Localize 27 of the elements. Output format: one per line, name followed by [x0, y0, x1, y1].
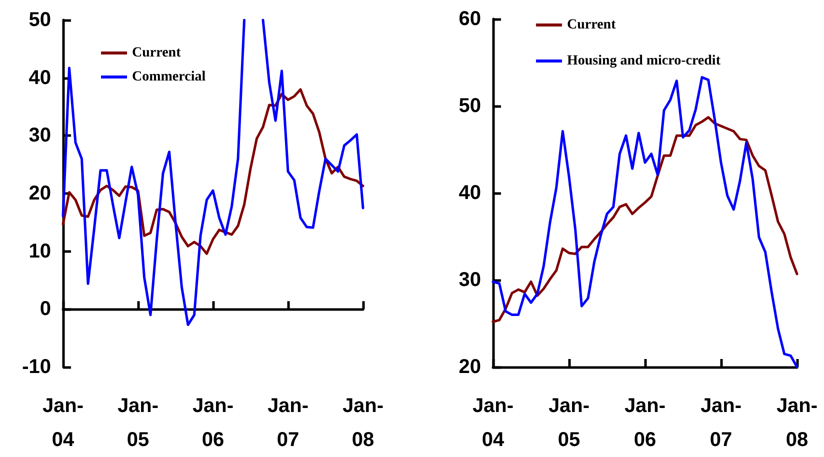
y-tick-label: 40 — [28, 66, 51, 89]
legend-label: Housing and micro-credit — [567, 54, 721, 68]
y-tick-label: 50 — [28, 9, 51, 31]
x-tick-label: Jan-05 — [548, 395, 590, 451]
x-tick-label: Jan-04 — [472, 395, 514, 451]
y-tick-label: -10 — [22, 356, 51, 378]
x-tick-label: Jan-07 — [267, 395, 309, 451]
y-tick-label: 30 — [28, 124, 51, 147]
x-tick-label: Jan-06 — [192, 395, 234, 451]
y-tick-label: 20 — [458, 356, 481, 378]
x-tick-label: Jan-06 — [624, 395, 666, 451]
x-tick-label: Jan-08 — [342, 395, 384, 451]
x-tick-label: Jan-05 — [117, 395, 159, 451]
y-tick-label: 40 — [458, 182, 481, 204]
x-tick-label: Jan-07 — [700, 395, 742, 451]
y-tick-label: 50 — [458, 95, 481, 117]
y-tick-label: 10 — [28, 240, 51, 262]
legend-label: Current — [132, 46, 182, 60]
y-tick-label: 30 — [458, 269, 481, 291]
legend-label: Current — [567, 18, 616, 32]
y-tick-label: 0 — [40, 298, 51, 320]
line-series — [492, 116, 798, 324]
y-tick-label: 20 — [28, 182, 51, 204]
x-tick-label: Jan-08 — [776, 395, 818, 451]
y-tick-label: 60 — [458, 8, 481, 30]
legend-label: Commercial — [132, 70, 206, 84]
x-tick-label: Jan-04 — [42, 395, 84, 451]
